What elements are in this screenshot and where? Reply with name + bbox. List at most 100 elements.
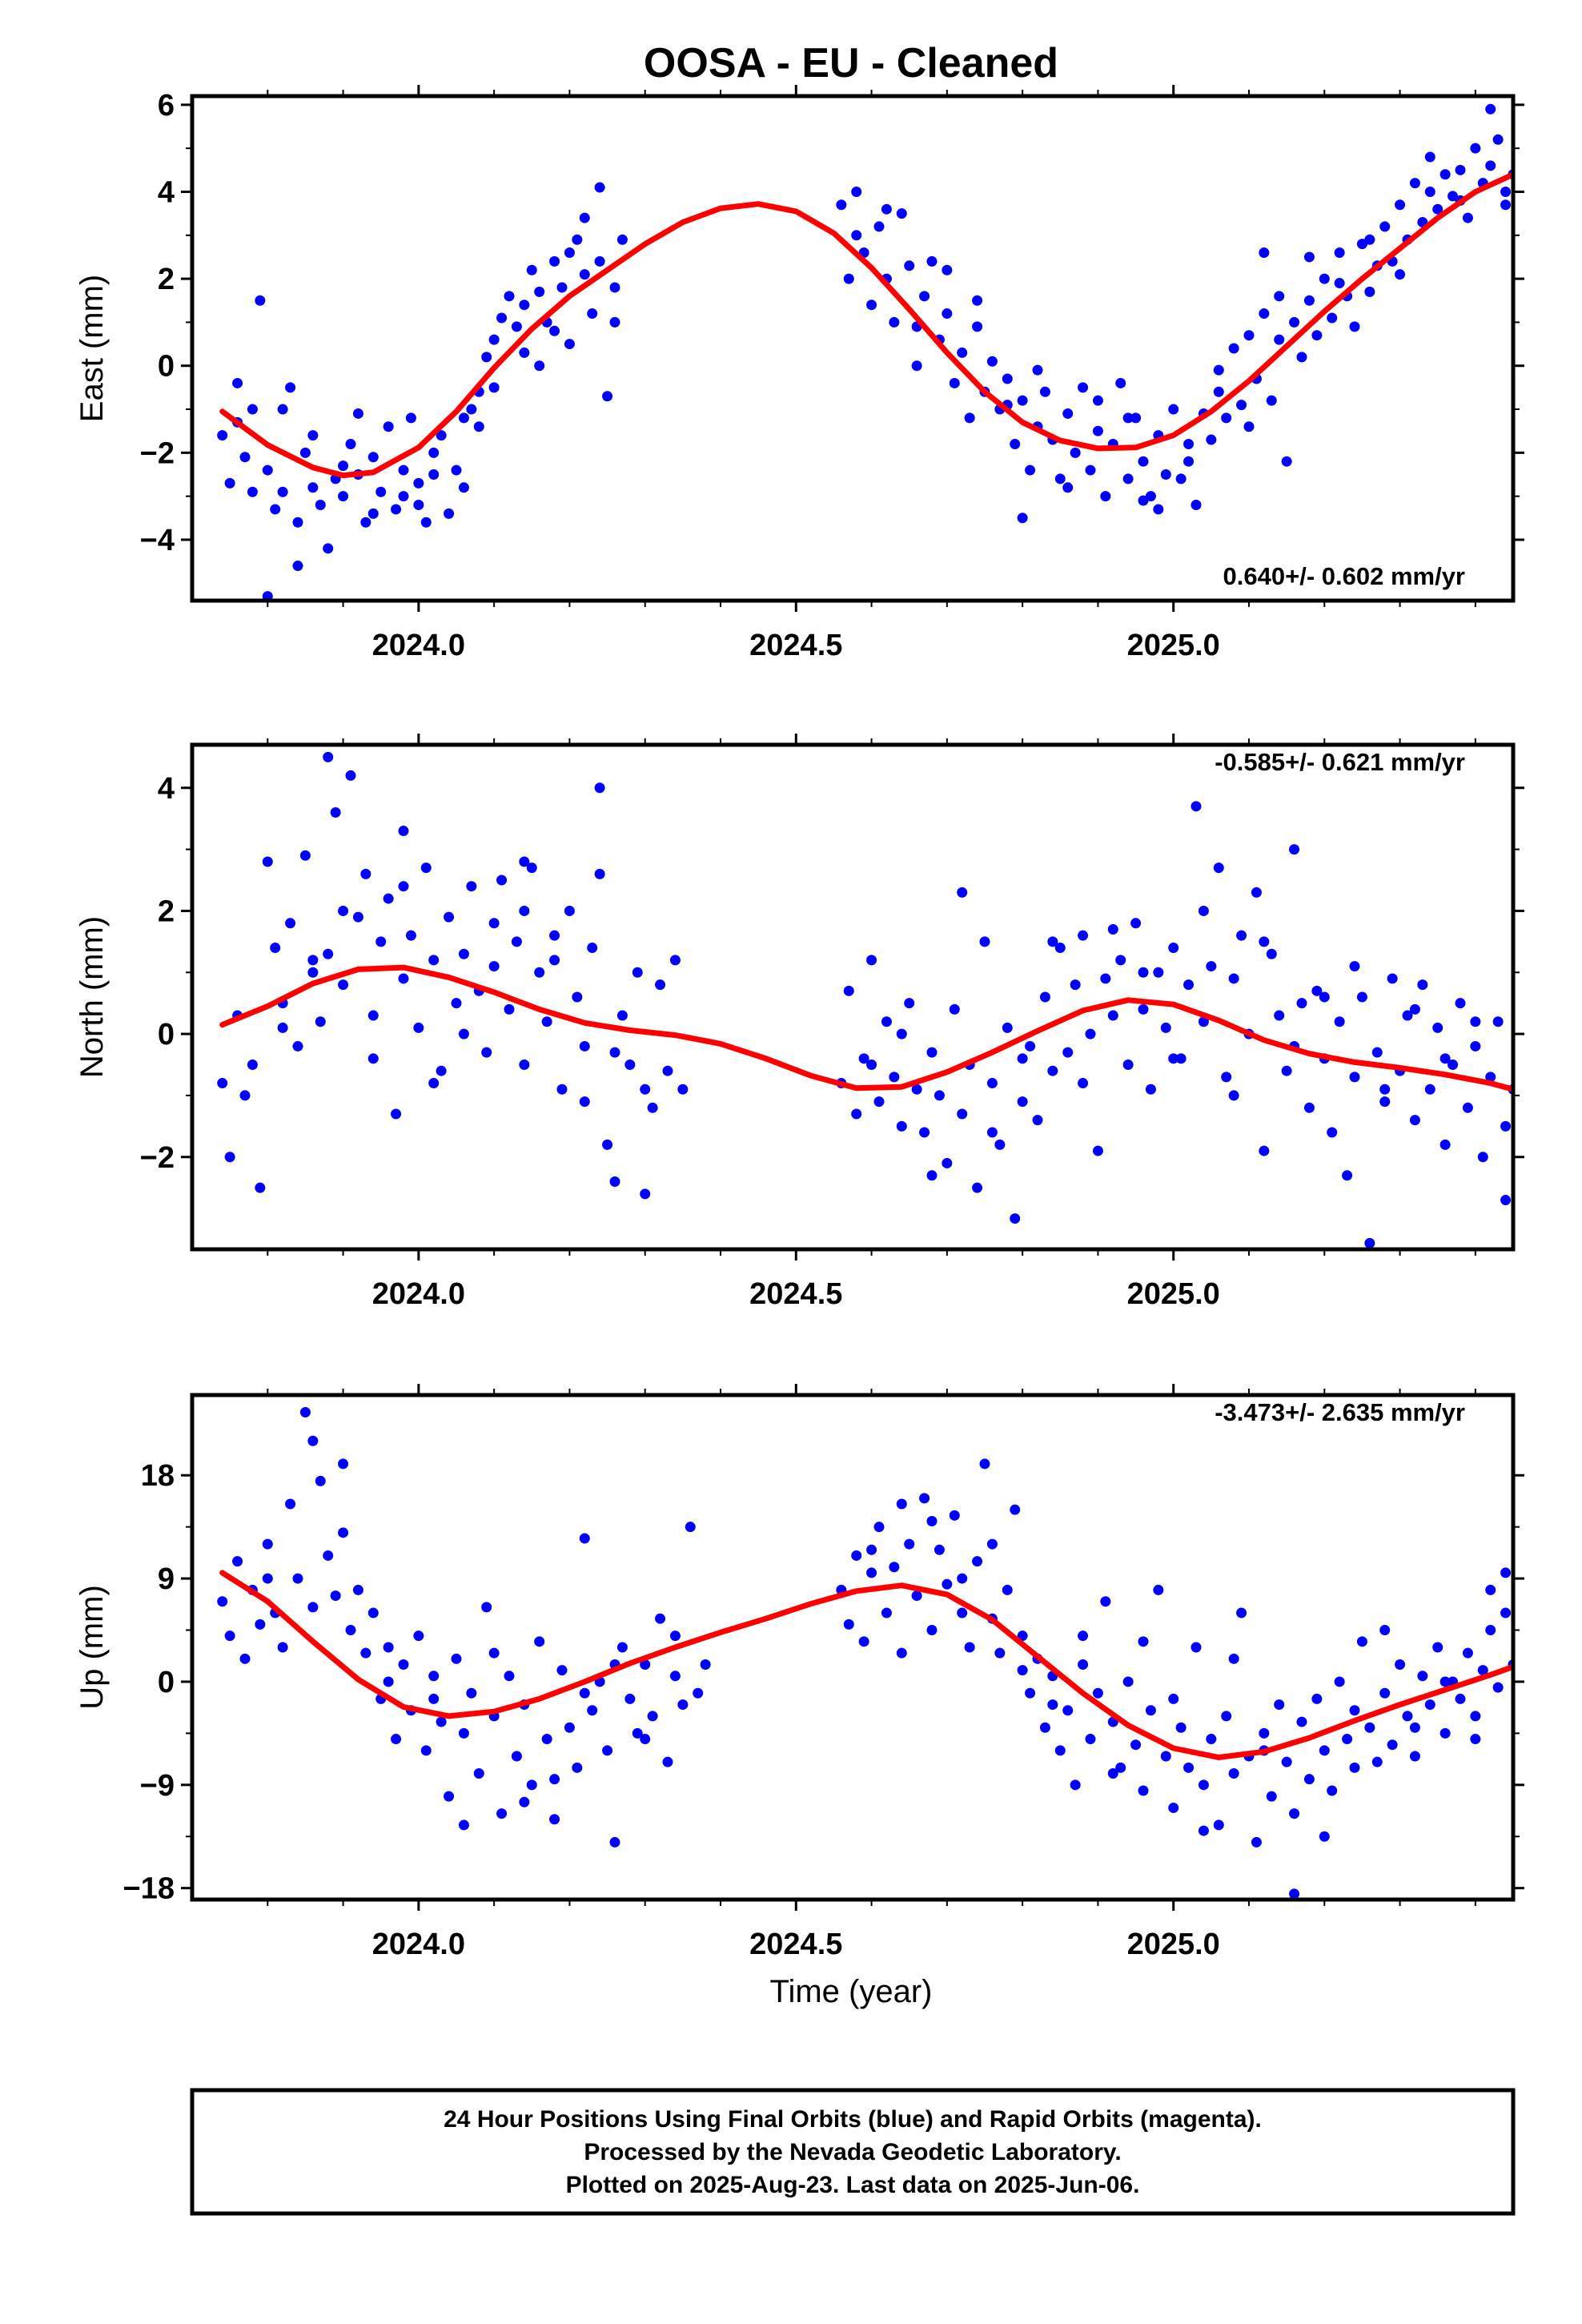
data-points xyxy=(217,751,1513,1248)
data-point xyxy=(444,1791,455,1802)
data-point xyxy=(1485,1584,1496,1595)
data-point xyxy=(896,208,907,219)
data-point xyxy=(367,508,379,519)
data-point xyxy=(919,1493,930,1504)
data-point xyxy=(1485,160,1496,171)
data-point xyxy=(405,412,416,424)
data-point xyxy=(957,1573,968,1584)
rate-annotation: -3.473+/- 2.635 mm/yr xyxy=(1215,1398,1465,1426)
data-point xyxy=(1078,1659,1089,1670)
data-point xyxy=(1327,1785,1338,1796)
data-point xyxy=(496,1808,508,1819)
data-point xyxy=(1387,973,1398,984)
data-point xyxy=(896,1647,907,1659)
data-point xyxy=(986,1127,998,1138)
data-point xyxy=(1213,862,1224,874)
data-point xyxy=(1122,1059,1134,1071)
data-point xyxy=(519,1796,530,1807)
data-point xyxy=(1409,178,1420,189)
data-point xyxy=(398,1659,409,1670)
data-point xyxy=(1062,408,1074,419)
data-point xyxy=(972,1556,983,1567)
data-point xyxy=(1228,973,1239,984)
data-point xyxy=(1259,247,1270,259)
data-point xyxy=(1281,1756,1292,1767)
data-point xyxy=(375,936,387,947)
data-point xyxy=(624,1059,636,1071)
data-point xyxy=(451,464,462,476)
fit-curve xyxy=(219,1570,1513,1760)
data-point xyxy=(1085,1734,1096,1745)
data-point xyxy=(1145,1084,1156,1095)
data-point xyxy=(428,447,440,458)
data-point xyxy=(217,1596,228,1607)
data-point xyxy=(866,1059,877,1071)
data-point xyxy=(451,998,462,1009)
data-point xyxy=(1289,316,1300,328)
data-point xyxy=(881,1607,892,1618)
data-point xyxy=(428,1671,440,1682)
data-point xyxy=(662,1756,673,1767)
data-point xyxy=(270,943,281,954)
data-point xyxy=(1395,199,1406,211)
data-point xyxy=(873,1096,885,1108)
y-tick-label: −2 xyxy=(140,1141,175,1175)
data-point xyxy=(579,212,590,223)
data-point xyxy=(413,500,424,511)
y-tick-label: −9 xyxy=(140,1769,175,1803)
data-point xyxy=(942,308,953,320)
data-point xyxy=(1349,1705,1360,1716)
data-point xyxy=(367,1010,379,1021)
data-point xyxy=(398,464,409,476)
data-point xyxy=(481,1047,492,1058)
data-point xyxy=(444,911,455,923)
data-point xyxy=(1115,1762,1126,1773)
data-point xyxy=(1342,1734,1353,1745)
data-point xyxy=(1395,1659,1406,1670)
data-point xyxy=(836,199,847,211)
data-point xyxy=(1017,1096,1028,1108)
data-point xyxy=(602,1139,613,1150)
data-point xyxy=(496,875,508,886)
data-point xyxy=(1364,286,1375,297)
data-point xyxy=(1492,134,1504,145)
data-point xyxy=(1062,1047,1074,1058)
data-point xyxy=(1047,936,1058,947)
data-point xyxy=(949,377,960,388)
data-point xyxy=(1153,1584,1164,1595)
data-point xyxy=(1010,1213,1021,1224)
data-point xyxy=(1387,1739,1398,1751)
data-point xyxy=(1251,1836,1262,1848)
data-point xyxy=(1221,1711,1232,1722)
data-point xyxy=(873,1522,885,1533)
data-point xyxy=(338,491,349,502)
data-point xyxy=(1439,1676,1451,1687)
rate-annotation: 0.640+/- 0.602 mm/yr xyxy=(1223,562,1465,590)
y-tick-label: 2 xyxy=(158,263,175,296)
data-point xyxy=(458,948,469,959)
fit-curve xyxy=(219,171,1513,479)
data-point xyxy=(994,1647,1006,1659)
data-point xyxy=(1183,456,1195,467)
data-point xyxy=(609,1176,620,1187)
data-point xyxy=(1289,1808,1300,1819)
data-point xyxy=(1485,1072,1496,1083)
data-point xyxy=(1409,1751,1420,1762)
data-point xyxy=(609,1047,620,1058)
data-point xyxy=(1334,1676,1345,1687)
data-point xyxy=(1251,887,1262,898)
data-point xyxy=(1107,1768,1118,1779)
data-point xyxy=(957,887,968,898)
data-point xyxy=(262,856,273,867)
data-point xyxy=(1175,1053,1186,1064)
data-point xyxy=(1281,1065,1292,1076)
data-point xyxy=(911,360,922,372)
data-point xyxy=(1296,998,1307,1009)
up-panel: −18 −9 0 9 18 2024.0 2024.5 2025.0 Up (mm) -3.473… xyxy=(74,1384,1524,1961)
data-point xyxy=(292,517,303,528)
data-point xyxy=(1002,1584,1013,1595)
data-point xyxy=(564,247,575,259)
data-point xyxy=(1198,905,1209,916)
y-tick-label: 9 xyxy=(158,1562,175,1596)
data-point xyxy=(360,517,371,528)
